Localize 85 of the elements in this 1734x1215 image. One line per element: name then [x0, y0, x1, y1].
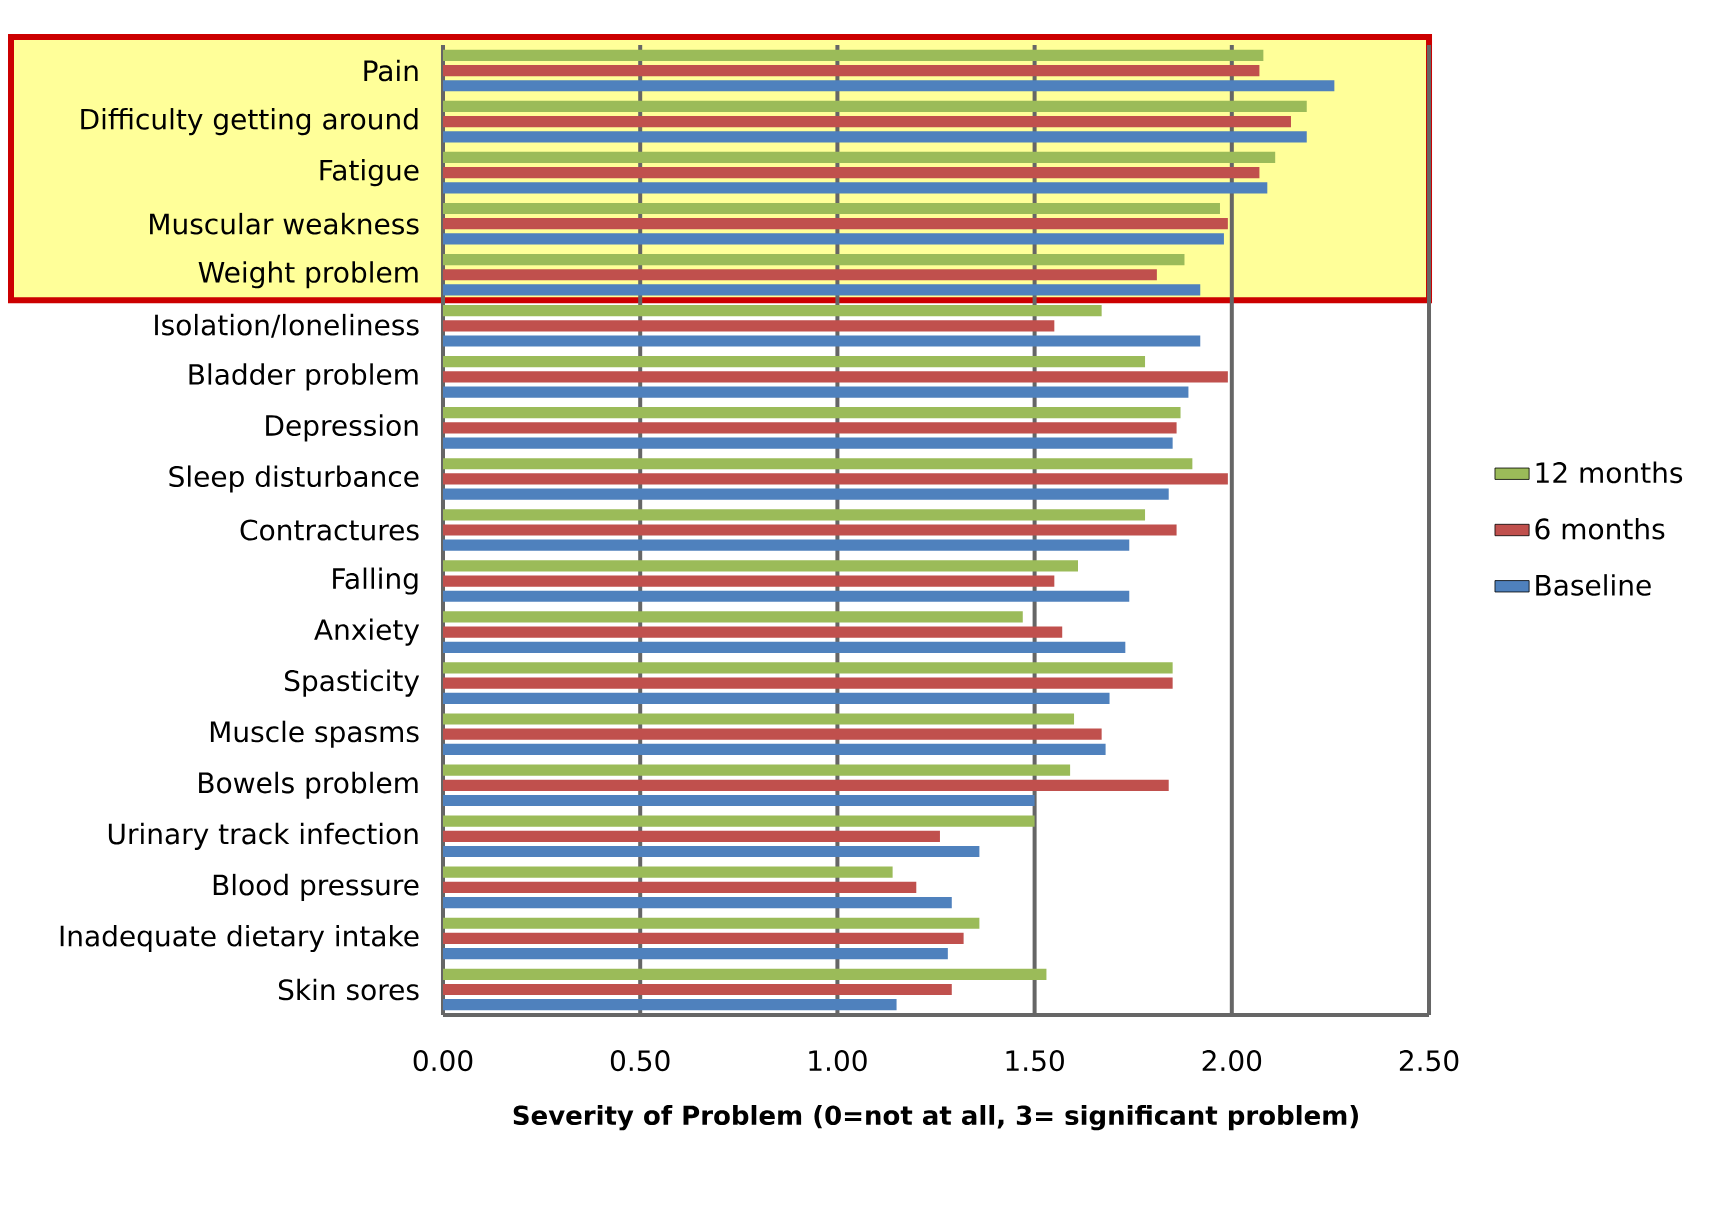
bar — [443, 458, 1193, 470]
y-tick-label: Falling — [333, 567, 418, 595]
y-tick-label: Muscular weakness — [150, 212, 419, 235]
y-tick-label: Spasticity — [285, 669, 420, 697]
bar — [443, 662, 1173, 674]
bar — [443, 49, 1264, 61]
bar — [443, 371, 1228, 383]
bar — [443, 131, 1307, 143]
bar — [443, 815, 1035, 827]
bar — [443, 968, 1047, 980]
y-tick-label: Bladder problem — [189, 363, 418, 391]
y-tick-label: Contractures — [240, 519, 419, 541]
y-tick-label: Isolation/loneliness — [155, 313, 419, 338]
bar — [443, 269, 1157, 281]
x-tick-label: 2.00 — [1202, 1050, 1262, 1072]
bar — [443, 560, 1078, 572]
bar — [443, 488, 1169, 500]
y-tick-label: Anxiety — [314, 618, 420, 646]
bar — [443, 866, 893, 878]
bar — [443, 948, 948, 960]
y-tick-label: Skin sores — [278, 978, 419, 1001]
x-tick-label: 0.50 — [610, 1050, 670, 1072]
y-tick-label: Depression — [266, 414, 418, 442]
bar — [443, 304, 1102, 317]
bar — [443, 182, 1268, 194]
bar — [443, 983, 952, 996]
x-tick-label: 2.50 — [1399, 1050, 1459, 1072]
x-axis-title: Severity of Problem (0=not at all, 3= significant problem) — [513, 1104, 1358, 1131]
bar — [443, 233, 1224, 245]
y-tick-label: Inadequate dietary intake — [60, 924, 419, 952]
y-tick-label: Urinary track infection — [108, 822, 418, 850]
bar — [443, 713, 1075, 725]
bar — [443, 422, 1177, 434]
y-tick-label: Bowels problem — [199, 771, 418, 799]
bar — [443, 611, 1023, 623]
bar — [443, 284, 1201, 296]
bar — [443, 779, 1169, 791]
bar — [443, 932, 964, 945]
x-tick-label: 1.50 — [1006, 1050, 1064, 1072]
y-tick-label: Blood pressure — [213, 873, 419, 901]
bar — [443, 896, 952, 909]
y-tick-label: Weight problem — [198, 261, 418, 289]
bar — [443, 590, 1130, 602]
y-tick-label: Pain — [364, 59, 418, 82]
bar — [443, 539, 1130, 551]
bar — [443, 473, 1228, 485]
bar — [443, 202, 1220, 215]
bar — [443, 677, 1173, 689]
bar — [443, 64, 1260, 77]
bar — [443, 626, 1063, 638]
bar — [443, 509, 1146, 521]
bar — [443, 167, 1260, 179]
bar — [443, 407, 1181, 419]
y-tick-label: Muscle spasms — [210, 720, 419, 748]
bar — [443, 115, 1291, 128]
bar — [443, 743, 1106, 756]
x-tick-label: 0.00 — [413, 1050, 473, 1072]
legend-label: 12 months — [1536, 461, 1683, 484]
bar — [443, 830, 940, 842]
bar — [443, 356, 1146, 368]
x-tick-label: 1.00 — [809, 1050, 867, 1072]
bar — [443, 794, 1035, 807]
bar — [443, 641, 1126, 653]
bar — [443, 728, 1102, 740]
bar — [443, 764, 1071, 776]
bar — [443, 692, 1110, 704]
bar — [443, 320, 1055, 332]
bar — [443, 881, 917, 893]
bar — [443, 524, 1177, 536]
bar — [443, 253, 1185, 266]
bar — [443, 845, 980, 858]
bar — [443, 575, 1055, 587]
bar — [443, 80, 1335, 92]
legend-label: 6 months — [1535, 517, 1665, 540]
legend-label: Baseline — [1536, 574, 1651, 596]
bar — [443, 386, 1189, 398]
bar — [443, 100, 1307, 112]
bar — [443, 335, 1201, 347]
y-tick-label: Fatigue — [320, 159, 419, 187]
y-tick-label: Difficulty getting around — [81, 108, 418, 136]
bar — [443, 437, 1173, 449]
bar — [443, 917, 980, 929]
bar — [443, 218, 1228, 230]
bar — [443, 151, 1276, 164]
y-tick-label: Sleep disturbance — [169, 465, 419, 493]
